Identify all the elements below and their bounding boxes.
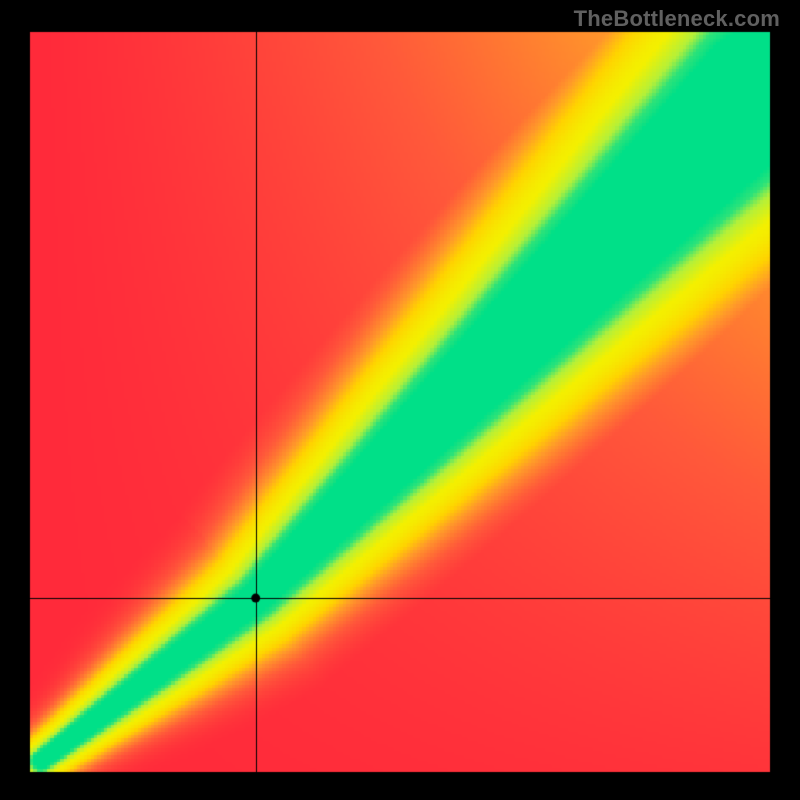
watermark-text: TheBottleneck.com <box>574 6 780 32</box>
heatmap-canvas <box>0 0 800 800</box>
chart-container: TheBottleneck.com <box>0 0 800 800</box>
